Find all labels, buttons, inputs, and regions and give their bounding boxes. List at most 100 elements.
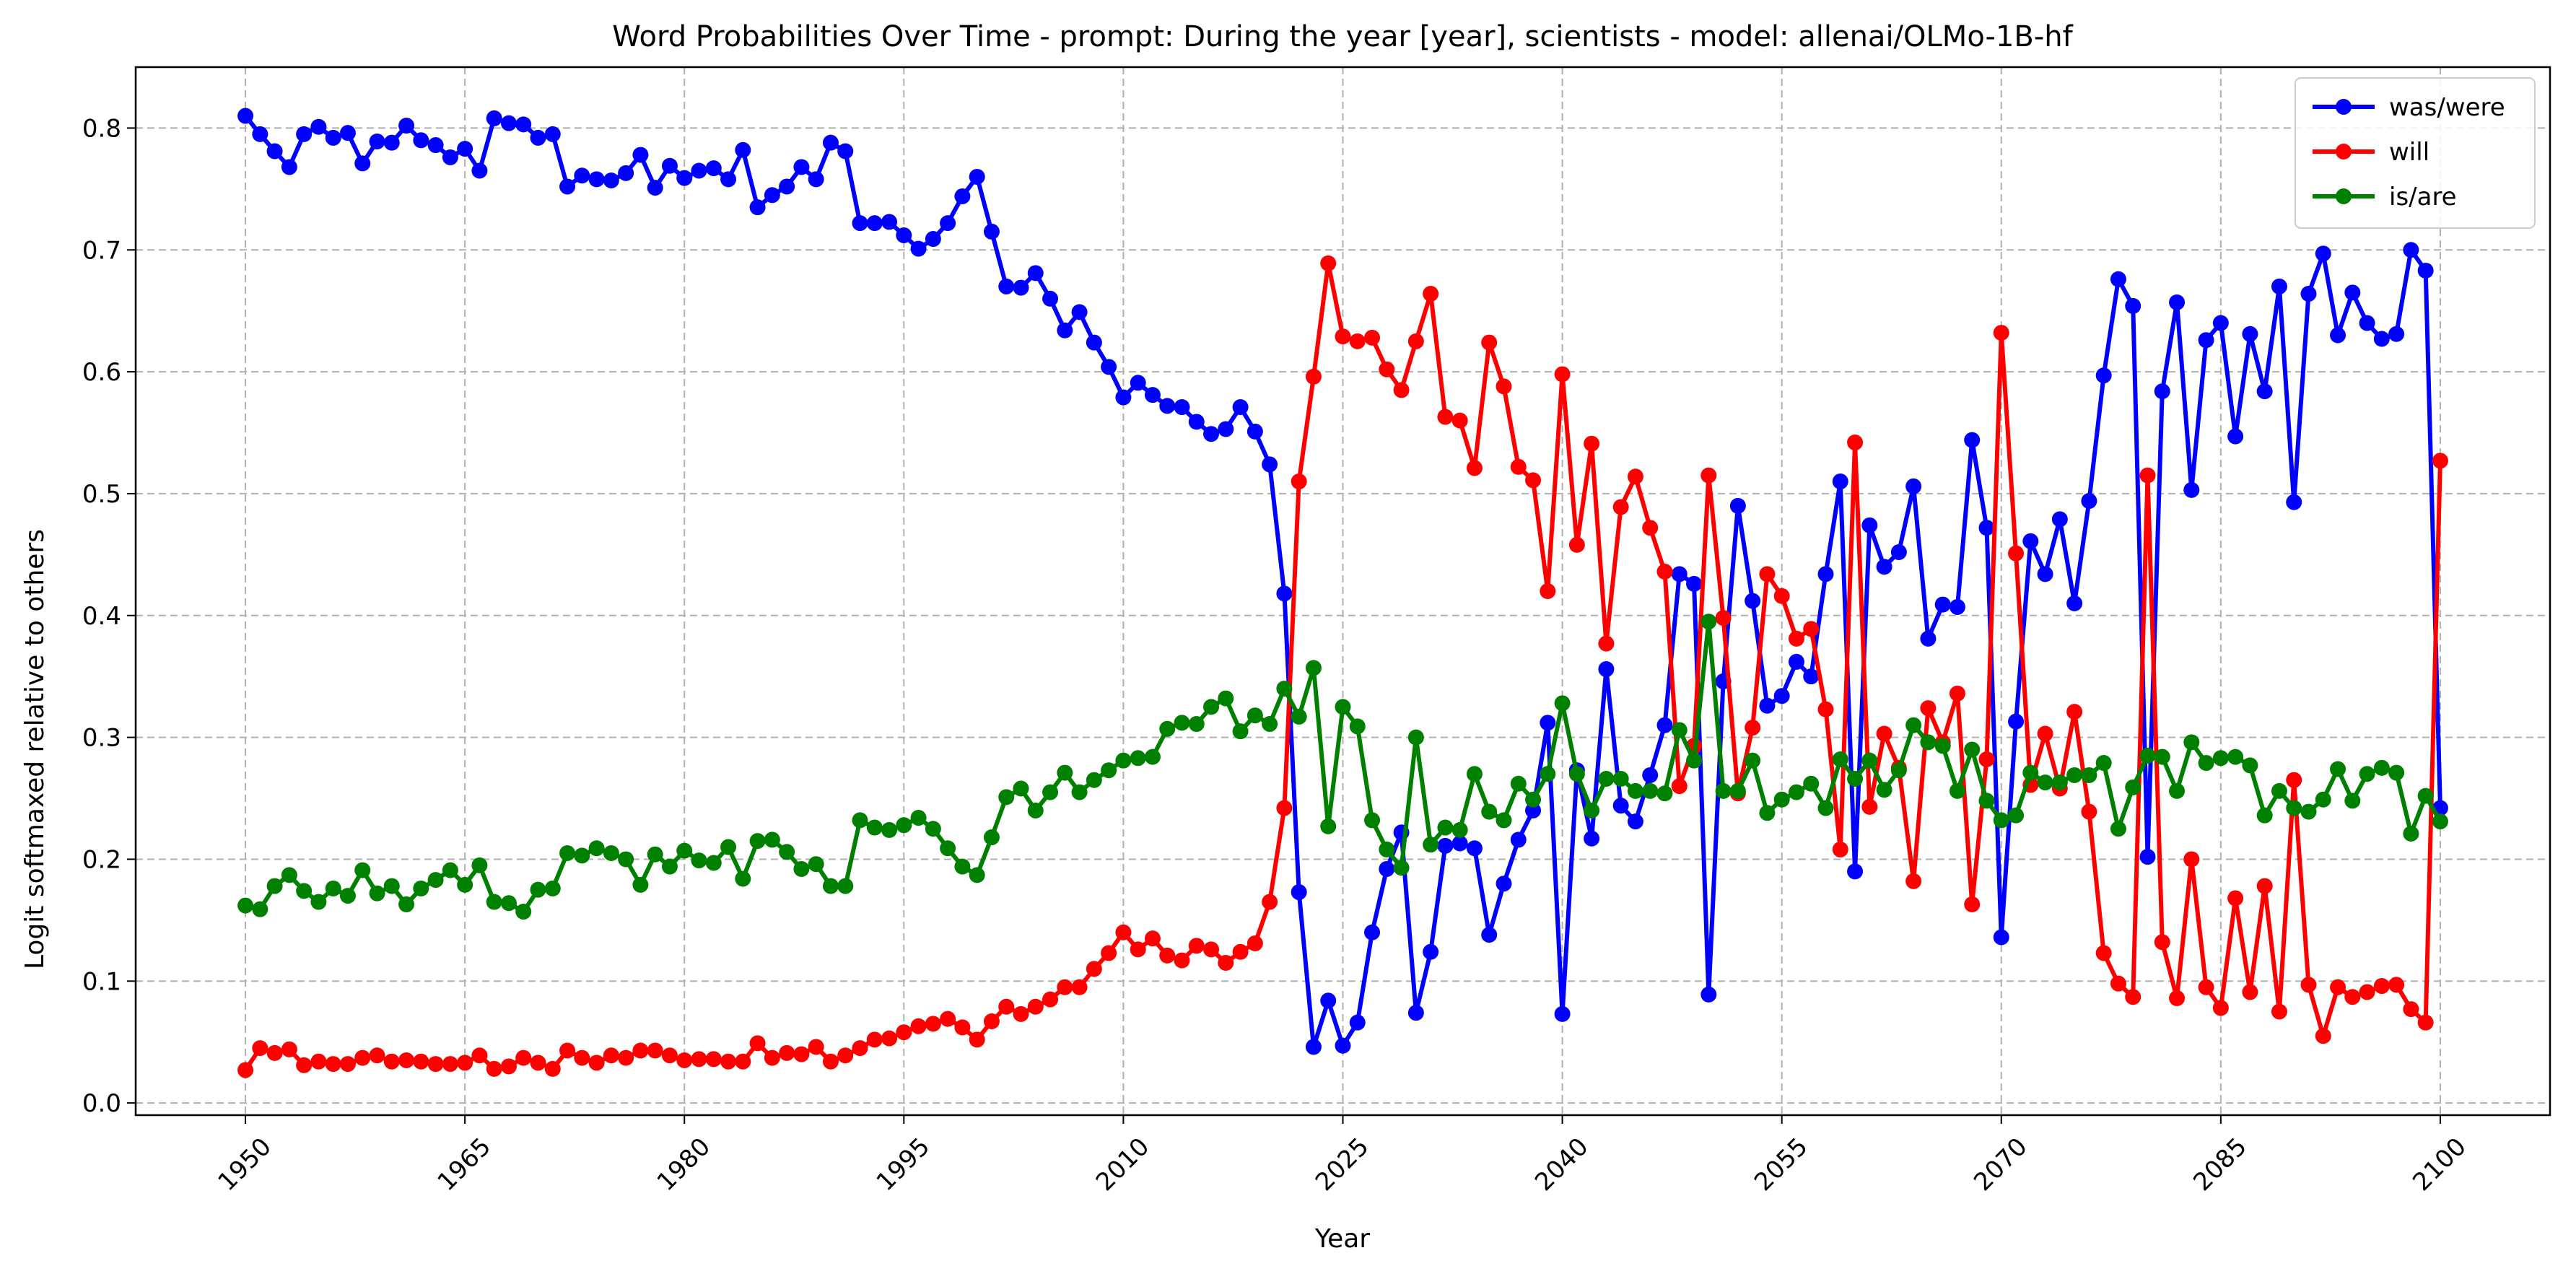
data-point (1174, 715, 1190, 731)
data-point (1027, 998, 1044, 1015)
data-point (2227, 428, 2244, 445)
data-point (954, 1019, 971, 1036)
data-point (2417, 1014, 2434, 1031)
data-point (354, 155, 371, 172)
data-point (1276, 800, 1293, 816)
data-point (1188, 938, 1205, 954)
data-point (749, 833, 766, 850)
data-point (1671, 778, 1688, 795)
data-point (588, 840, 605, 857)
data-point (1407, 1005, 1424, 1021)
data-point (1407, 333, 1424, 349)
data-point (2081, 767, 2097, 783)
data-point (1466, 840, 1483, 857)
data-point (1496, 812, 1512, 829)
data-point (1656, 563, 1673, 580)
data-point (2373, 978, 2390, 995)
data-point (940, 215, 956, 232)
data-point (1218, 954, 1234, 971)
data-point (1481, 334, 1498, 351)
data-point (559, 1042, 576, 1059)
data-point (1861, 752, 1878, 769)
data-point (808, 1039, 824, 1055)
data-point (2315, 245, 2331, 262)
data-point (369, 885, 385, 902)
data-point (1057, 979, 1073, 995)
data-point (1905, 717, 1922, 733)
data-point (2212, 315, 2229, 331)
data-point (2125, 297, 2141, 314)
data-point (2066, 704, 2083, 720)
data-point (1335, 699, 1351, 715)
data-point (2081, 493, 2097, 510)
data-point (691, 162, 707, 179)
data-point (1584, 802, 1600, 819)
data-point (1335, 1037, 1351, 1054)
data-point (720, 839, 737, 855)
data-point (266, 1044, 283, 1061)
data-point (310, 894, 327, 910)
data-point (325, 880, 341, 896)
data-point (1554, 695, 1571, 712)
data-point (339, 1056, 356, 1073)
data-point (296, 126, 313, 142)
data-point (2242, 757, 2258, 774)
data-point (588, 171, 605, 188)
series-will (237, 255, 2448, 1078)
data-point (779, 178, 795, 195)
y-tick-label: 0.0 (82, 1089, 121, 1118)
data-point (2169, 294, 2186, 310)
data-point (676, 842, 693, 859)
data-point (2095, 755, 2112, 772)
data-point (296, 883, 313, 899)
series-is-are (237, 614, 2448, 920)
data-point (910, 1018, 927, 1034)
data-point (1803, 668, 1820, 685)
data-point (1890, 544, 1907, 560)
data-point (2300, 977, 2317, 993)
data-point (500, 1058, 517, 1075)
data-point (2022, 764, 2039, 781)
data-point (705, 855, 722, 871)
data-point (2359, 766, 2375, 782)
data-point (998, 278, 1015, 294)
data-point (1700, 467, 1717, 484)
data-point (1437, 819, 1454, 836)
data-point (398, 896, 415, 912)
data-point (676, 170, 693, 186)
data-point (1496, 876, 1512, 892)
data-point (398, 1052, 415, 1069)
data-point (515, 116, 532, 133)
data-point (779, 844, 795, 860)
data-point (1642, 520, 1659, 536)
data-point (1773, 688, 1790, 704)
data-point (1115, 924, 1132, 940)
grid (136, 67, 2550, 1115)
data-point (252, 126, 268, 142)
data-point (1525, 472, 1542, 489)
data-point (2432, 453, 2448, 469)
data-point (852, 1040, 868, 1057)
data-point (2095, 945, 2112, 961)
data-point (457, 141, 473, 157)
data-point (720, 171, 737, 188)
data-point (793, 1046, 810, 1062)
data-point (486, 1060, 502, 1077)
data-point (383, 1053, 400, 1070)
data-point (1745, 752, 1761, 769)
data-point (1715, 782, 1732, 799)
data-point (588, 1055, 605, 1071)
data-point (2169, 990, 2186, 1006)
data-point (1276, 585, 1293, 602)
data-point (822, 1053, 839, 1070)
data-point (2300, 286, 2317, 302)
data-point (1715, 610, 1732, 627)
data-point (413, 1053, 429, 1070)
legend-marker (2336, 144, 2352, 160)
data-point (1934, 596, 1951, 613)
data-point (1320, 992, 1337, 1009)
data-point (2081, 803, 2097, 820)
data-point (1584, 435, 1600, 452)
data-point (1773, 791, 1790, 808)
data-point (2286, 772, 2302, 788)
